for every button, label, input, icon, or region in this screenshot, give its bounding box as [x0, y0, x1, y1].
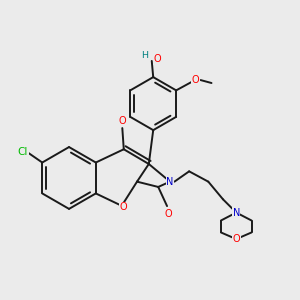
Text: Cl: Cl	[18, 147, 28, 157]
Text: O: O	[165, 209, 172, 219]
Text: O: O	[153, 55, 161, 64]
Text: N: N	[232, 208, 240, 218]
Text: O: O	[191, 75, 199, 85]
Text: O: O	[232, 234, 240, 244]
Text: O: O	[118, 116, 126, 126]
Text: O: O	[119, 202, 127, 212]
Text: N: N	[166, 177, 174, 187]
Text: H: H	[141, 50, 148, 59]
